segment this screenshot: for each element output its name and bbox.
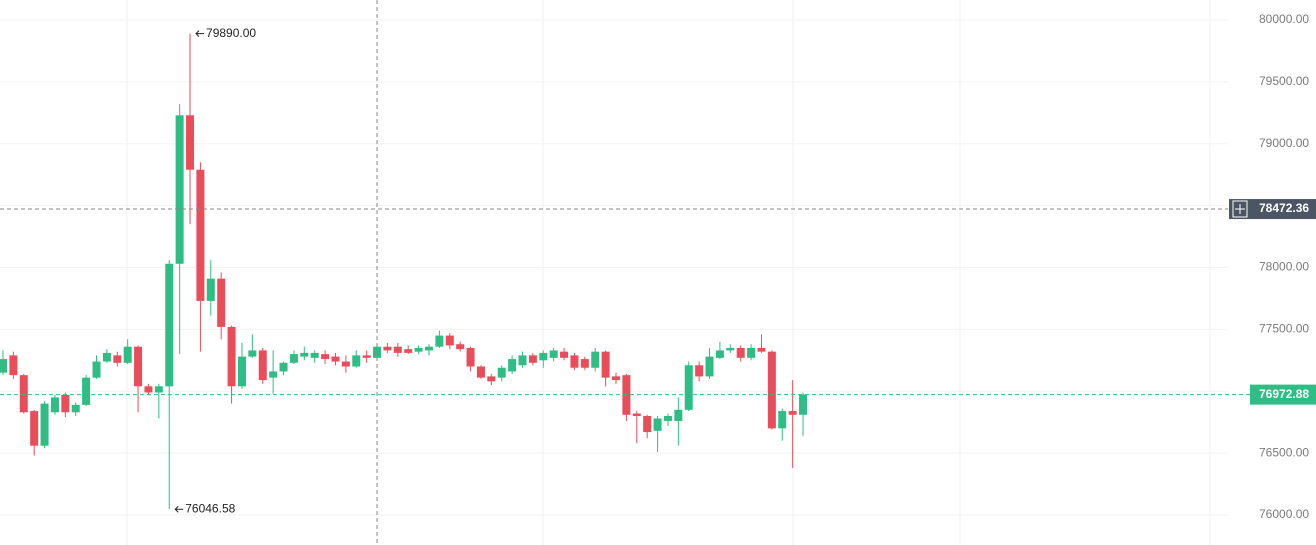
candle-body [40, 403, 49, 446]
candle-body [383, 346, 392, 351]
candle-body [9, 355, 18, 376]
candle-body [300, 352, 309, 357]
candle-body [799, 394, 808, 415]
candle-body [227, 326, 236, 387]
candle-body [695, 365, 704, 377]
last-price-label: 76972.88 [1259, 387, 1309, 401]
crosshair-plus-icon [1232, 200, 1248, 218]
candle-body [341, 361, 350, 367]
candle-body [612, 376, 621, 381]
candle-body [237, 356, 246, 387]
candle-body [539, 352, 548, 361]
candle-body [788, 411, 797, 415]
candle-body [632, 413, 641, 417]
y-tick-label: 80000.00 [1259, 12, 1309, 26]
y-tick-label: 77500.00 [1259, 322, 1309, 336]
candle-body [653, 418, 662, 431]
candle-body [310, 352, 319, 358]
candle-body [0, 359, 7, 373]
candle-body [674, 409, 683, 421]
y-tick-label: 79500.00 [1259, 74, 1309, 88]
candle-body [466, 347, 475, 367]
candle-body [580, 359, 589, 368]
crosshair-label-box [1229, 199, 1316, 220]
candle-body [497, 367, 506, 378]
candle-body [445, 335, 454, 346]
candle-body [747, 347, 756, 358]
candle-body [424, 346, 433, 351]
candle-body [71, 404, 80, 413]
annotation-label: 79890.00 [206, 26, 256, 40]
candle-body [331, 356, 340, 362]
candle-body [601, 351, 610, 378]
candle-body [248, 350, 257, 357]
crosshair-label: 78472.36 [1259, 201, 1309, 215]
candle-body [393, 346, 402, 353]
candle-body [705, 356, 714, 377]
candle-body [404, 349, 413, 353]
candle-body [736, 347, 745, 358]
candle-body [196, 169, 205, 301]
candle-body [175, 115, 184, 264]
y-tick-label: 76000.00 [1259, 507, 1309, 521]
candle-body [663, 416, 672, 421]
candle-body [61, 394, 70, 413]
candle-body [643, 416, 652, 433]
candle-body [684, 365, 693, 410]
candle-body [186, 115, 195, 170]
candle-body [778, 411, 787, 429]
candle-body [518, 355, 527, 366]
candle-body [757, 347, 766, 352]
candle-body [767, 351, 776, 429]
candle-body [134, 346, 143, 387]
candle-body [591, 351, 600, 368]
candle-body [435, 335, 444, 347]
candle-body [113, 355, 122, 363]
candle-body [154, 386, 163, 393]
candle-body [19, 375, 28, 413]
candle-body [82, 377, 91, 405]
last-price-box [1250, 384, 1316, 405]
candle-body [528, 355, 537, 363]
candle-body [50, 397, 59, 413]
candle-body [456, 344, 465, 350]
annotation-arrow [195, 30, 205, 37]
annotation-label: 76046.58 [185, 501, 235, 515]
candle-body [560, 351, 569, 358]
candle-body [30, 411, 39, 446]
annotation-arrow [174, 505, 184, 513]
candle-body [487, 376, 496, 382]
y-tick-label: 76500.00 [1259, 445, 1309, 459]
candle-body [570, 355, 579, 368]
candle-body [144, 386, 153, 393]
candle-body [269, 371, 278, 378]
candle-body [549, 350, 558, 358]
candle-body [715, 350, 724, 358]
candle-body [258, 350, 267, 381]
y-tick-label: 78000.00 [1259, 260, 1309, 274]
candle-body [321, 354, 330, 360]
candle-body [414, 347, 423, 352]
candle-body [165, 263, 174, 387]
candle-body [102, 352, 111, 362]
candle-body [726, 347, 735, 351]
candle-body [352, 355, 361, 367]
candle-body [476, 366, 485, 378]
candle-body [289, 354, 298, 363]
candle-body [362, 355, 371, 358]
candle-body [123, 346, 132, 363]
candle-body [92, 361, 101, 378]
candle-body [508, 359, 517, 372]
candle-body [217, 278, 226, 327]
candle-body [279, 362, 288, 372]
y-tick-label: 79000.00 [1259, 136, 1309, 150]
candle-body [206, 278, 215, 301]
